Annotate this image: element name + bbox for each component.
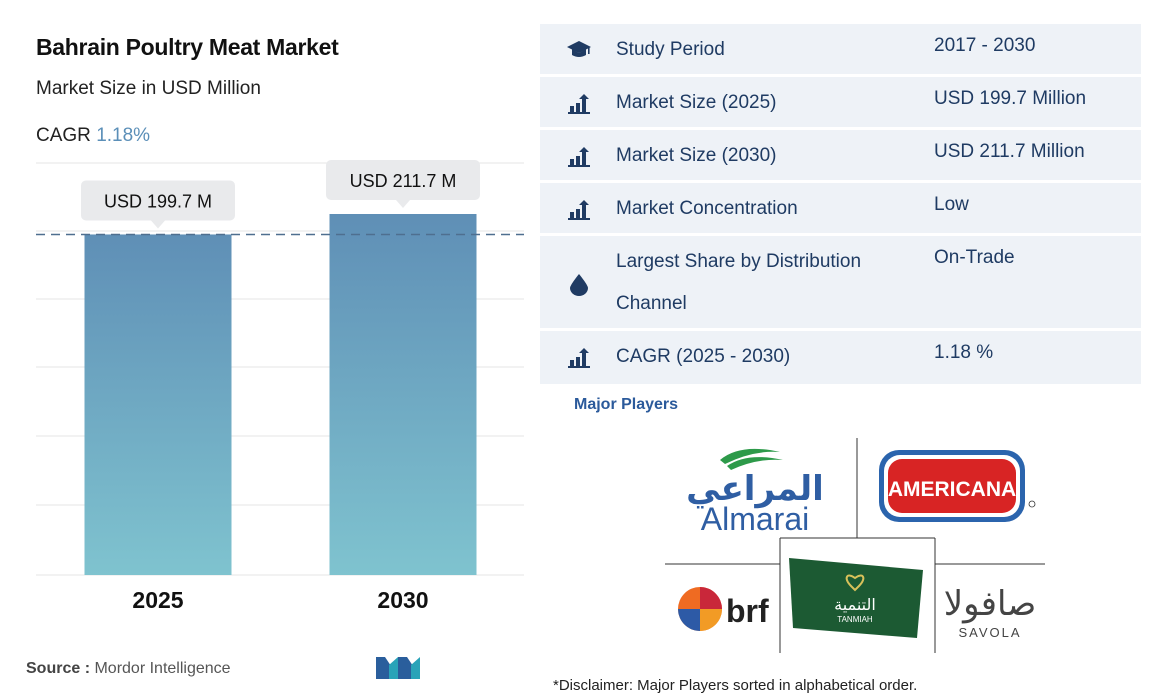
drop-icon (567, 273, 591, 297)
savola-wordmark: SAVOLA (958, 625, 1021, 640)
brf-logo: brf (678, 587, 769, 631)
table-row: Market Size (2030) USD 211.7 Million (540, 130, 1141, 183)
table-row: Largest Share by Distribution Channel On… (540, 236, 1141, 331)
bar-chart-icon (567, 92, 591, 116)
row-value: USD 211.7 Million (934, 141, 1085, 162)
market-size-bar-chart: USD 199.7 M USD 211.7 M 2025 2030 (36, 160, 524, 613)
row-label: Market Size (2030) (616, 145, 777, 166)
data-label-2025: USD 199.7 M (81, 180, 235, 229)
chart-title: Bahrain Poultry Meat Market (36, 34, 339, 60)
chart-x-ticks: 2025 2030 (132, 587, 428, 613)
bar-chart-icon (567, 346, 591, 370)
tanmiah-arabic-wordmark: التنمية (834, 595, 876, 614)
tanmiah-wordmark: TANMIAH (837, 615, 873, 624)
table-row: Market Concentration Low (540, 183, 1141, 236)
tanmiah-logo: التنمية TANMIAH (789, 558, 923, 638)
row-value: USD 199.7 Million (934, 88, 1087, 109)
data-label-text: USD 211.7 M (350, 171, 457, 191)
row-label: Market Concentration (616, 198, 798, 219)
logo-grid-dividers (665, 438, 1045, 653)
americana-wordmark: AMERICANA (888, 478, 1016, 501)
chart-bars (84, 214, 477, 575)
cagr-value: 1.18% (96, 125, 151, 146)
callout-box (326, 160, 480, 200)
row-label: Market Size (2025) (616, 92, 777, 113)
bar-chart-icon (567, 198, 591, 222)
row-value: Low (934, 194, 969, 215)
data-label-text: USD 199.7 M (104, 191, 212, 211)
source-note: Source : Mordor Intelligence (26, 660, 231, 678)
almarai-logo: المراعي Almarai (686, 448, 824, 537)
x-tick-2025: 2025 (132, 587, 183, 613)
mordor-logo-icon (376, 657, 420, 679)
market-summary-table: Study Period 2017 - 2030 Market Size (20… (540, 24, 1141, 384)
data-label-2030: USD 211.7 M (326, 160, 480, 208)
almarai-wordmark: Almarai (701, 501, 809, 537)
cagr-label: CAGR (36, 125, 91, 146)
table-row: CAGR (2025 - 2030) 1.18 % (540, 331, 1141, 384)
callout-pointer (396, 200, 410, 208)
brf-wordmark: brf (726, 593, 769, 629)
savola-arabic-wordmark: صافولا (944, 584, 1036, 624)
row-label-continued: Channel (616, 293, 687, 314)
row-label: Study Period (616, 39, 725, 60)
chart-data-labels: USD 199.7 M USD 211.7 M (81, 160, 480, 229)
chart-subtitle: Market Size in USD Million (36, 78, 261, 99)
bar-2030 (329, 214, 477, 575)
row-label: Largest Share by Distribution (616, 251, 862, 272)
table-row: Study Period 2017 - 2030 (540, 24, 1141, 77)
table-row: Market Size (2025) USD 199.7 Million (540, 77, 1141, 130)
row-value: 2017 - 2030 (934, 35, 1036, 56)
x-tick-2030: 2030 (377, 587, 428, 613)
savola-logo: صافولا SAVOLA (944, 584, 1036, 640)
almarai-arabic-wordmark: المراعي (686, 469, 824, 509)
row-label: CAGR (2025 - 2030) (616, 346, 791, 367)
cagr-readout: CAGR 1.18% (36, 125, 150, 147)
americana-logo: AMERICANA (879, 450, 1036, 522)
callout-pointer (151, 220, 165, 229)
disclaimer-note: *Disclaimer: Major Players sorted in alp… (553, 677, 918, 694)
row-value: On-Trade (934, 247, 1015, 268)
bar-chart-icon (567, 145, 591, 169)
bar-2025 (84, 234, 232, 575)
major-players-heading: Major Players (574, 396, 679, 413)
callout-box (81, 180, 235, 221)
source-label: Source : (26, 660, 91, 677)
source-text: Mordor Intelligence (94, 660, 231, 677)
major-players-logo-grid: المراعي Almarai AMERICANA brf التنمية TA… (665, 438, 1045, 653)
row-value: 1.18 % (934, 342, 994, 363)
graduation-cap-icon (567, 38, 591, 62)
